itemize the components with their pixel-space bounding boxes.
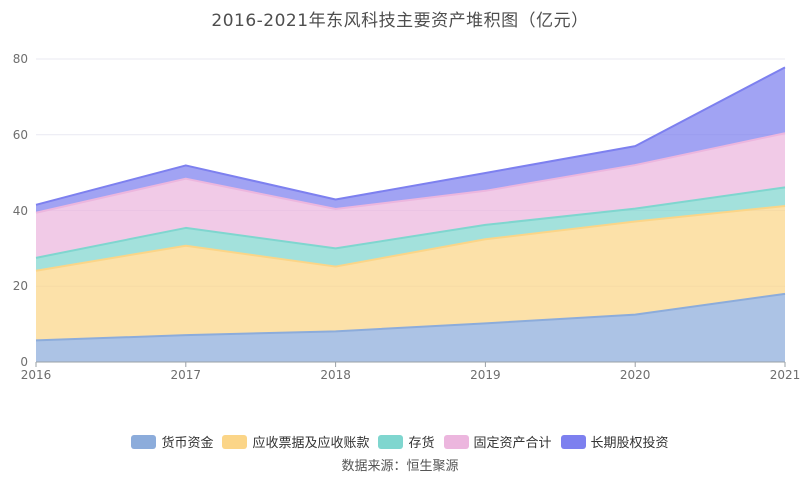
legend-item-0[interactable]: 货币资金 bbox=[131, 432, 213, 451]
x-tick-label: 2016 bbox=[20, 368, 52, 382]
legend-swatch bbox=[222, 434, 248, 449]
area-2 bbox=[36, 187, 785, 271]
legend-label: 货币资金 bbox=[161, 436, 214, 451]
legend-label: 应收票据及应收账款 bbox=[252, 436, 370, 451]
x-tick-label: 2017 bbox=[170, 368, 202, 382]
legend-swatch bbox=[560, 434, 586, 449]
plot-area bbox=[35, 58, 786, 367]
x-tick-label: 2020 bbox=[619, 368, 651, 382]
legend-label: 长期股权投资 bbox=[590, 436, 669, 451]
area-4 bbox=[36, 67, 785, 213]
data-source: 数据来源：恒生聚源 bbox=[341, 459, 459, 474]
legend-item-1[interactable]: 应收票据及应收账款 bbox=[222, 432, 369, 451]
area-line-1 bbox=[35, 204, 786, 272]
chart-title: 2016-2021年东风科技主要资产堆积图（亿元） bbox=[211, 11, 589, 31]
area-line-4 bbox=[35, 66, 786, 206]
y-tick-label: 20 bbox=[12, 279, 28, 294]
area-1 bbox=[36, 205, 785, 341]
x-tick-label: 2018 bbox=[320, 368, 351, 382]
area-line-2 bbox=[35, 186, 786, 259]
y-tick-label: 40 bbox=[12, 203, 28, 218]
legend-label: 存货 bbox=[408, 436, 435, 451]
y-tick-label: 60 bbox=[12, 127, 28, 142]
area-line-3 bbox=[35, 132, 786, 214]
legend-swatch bbox=[378, 434, 404, 449]
legend-swatch bbox=[131, 434, 157, 449]
legend: 货币资金 应收票据及应收账款 存货 固定资产合计 长期股权投资 bbox=[0, 432, 800, 451]
x-tick-label: 2019 bbox=[470, 368, 501, 382]
legend-item-3[interactable]: 固定资产合计 bbox=[443, 432, 552, 451]
legend-label: 固定资产合计 bbox=[473, 436, 552, 451]
legend-item-4[interactable]: 长期股权投资 bbox=[560, 432, 669, 451]
area-3 bbox=[36, 133, 785, 258]
legend-item-2[interactable]: 存货 bbox=[378, 432, 435, 451]
legend-swatch bbox=[443, 434, 469, 449]
y-tick-label: 0 bbox=[20, 355, 28, 369]
y-tick-label: 80 bbox=[12, 52, 28, 66]
area-line-0 bbox=[35, 292, 786, 342]
x-tick-label: 2021 bbox=[769, 368, 800, 382]
y-axis-labels: 0 20 40 60 80 bbox=[0, 0, 28, 400]
